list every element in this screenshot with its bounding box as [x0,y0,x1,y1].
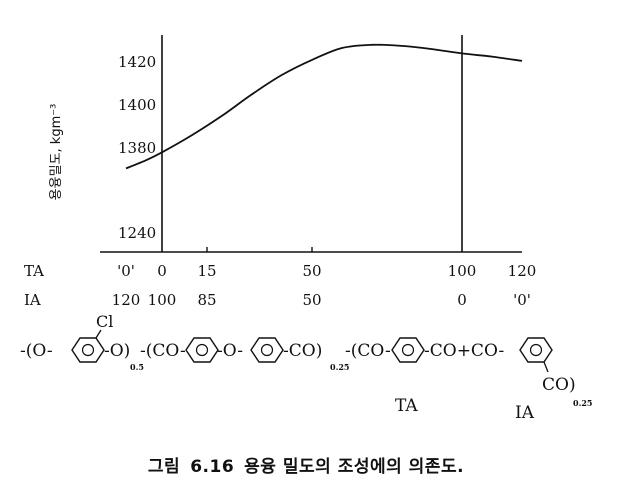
formula-seg3-mid: -CO+CO- [424,341,504,361]
formula-seg3-open: -(CO- [345,341,391,361]
chlorophenylene-ring-icon [71,329,105,363]
caption-text: 용융 밀도의 조성에의 의존도. [244,457,465,477]
y-tick-labels: 1420 1400 1380 1240 [118,53,156,242]
x-tick-label: 50 [302,291,321,309]
formula-seg1-tail: -O) [104,341,130,361]
x-tick-rows: TA '0' 0 15 50 100 120 IA 120 100 85 50 0 '0' [24,262,536,309]
y-tick-label: 1420 [118,53,156,71]
x-tick-label: 120 [112,291,141,309]
formula-seg2-open: -(CO- [140,341,186,361]
y-tick-label: 1380 [118,139,156,157]
isophthaloyl-ring-icon [519,337,553,373]
figure-number: 6.16 [190,457,235,477]
y-axis-label: 용융밀도, kgm⁻³ [49,104,64,201]
ia-label: IA [515,403,535,423]
phenylene-ring-icon [250,337,284,363]
polymer-formula: -(O- Cl -O) 0.5 -(CO- -O- -CO) 0.25 -(CO… [20,312,592,423]
chart-axes [100,35,522,253]
figure-label: 그림 [147,457,181,477]
x-tick-label: 15 [197,262,216,280]
phenylene-ring-icon [185,337,219,363]
terephthaloyl-ring-icon [391,337,425,363]
formula-seg2-tail: -CO) [283,341,322,361]
figure-caption: 그림 6.16 용융 밀도의 조성에의 의존도. [0,452,622,477]
y-tick-label: 1240 [118,224,156,242]
x-tick-label: '0' [513,291,531,309]
x-tick-label: '0' [117,262,135,280]
ta-label: TA [395,396,418,416]
subscript-1: 0.5 [130,362,144,372]
x-tick-label: 0 [157,262,167,280]
x-row-label: TA [24,262,44,280]
chlorine-label: Cl [96,312,113,331]
y-tick-label: 1400 [118,96,156,114]
formula-open: -(O- [20,341,53,361]
formula-seg3-tail: CO) [542,375,576,395]
formula-ether-o: -O- [217,341,243,361]
x-tick-label: 100 [448,262,477,280]
x-tick-label: 100 [148,291,177,309]
melt-density-chart: 1420 1400 1380 1240 TA '0' 0 15 50 100 120 IA 120 10… [20,35,592,423]
x-row-label: IA [24,291,41,309]
x-tick-label: 0 [457,291,467,309]
subscript-2: 0.25 [330,362,349,372]
x-tick-label: 50 [302,262,321,280]
x-tick-label: 120 [508,262,537,280]
density-curve [125,43,523,170]
subscript-3: 0.25 [573,398,592,408]
x-tick-label: 85 [197,291,216,309]
